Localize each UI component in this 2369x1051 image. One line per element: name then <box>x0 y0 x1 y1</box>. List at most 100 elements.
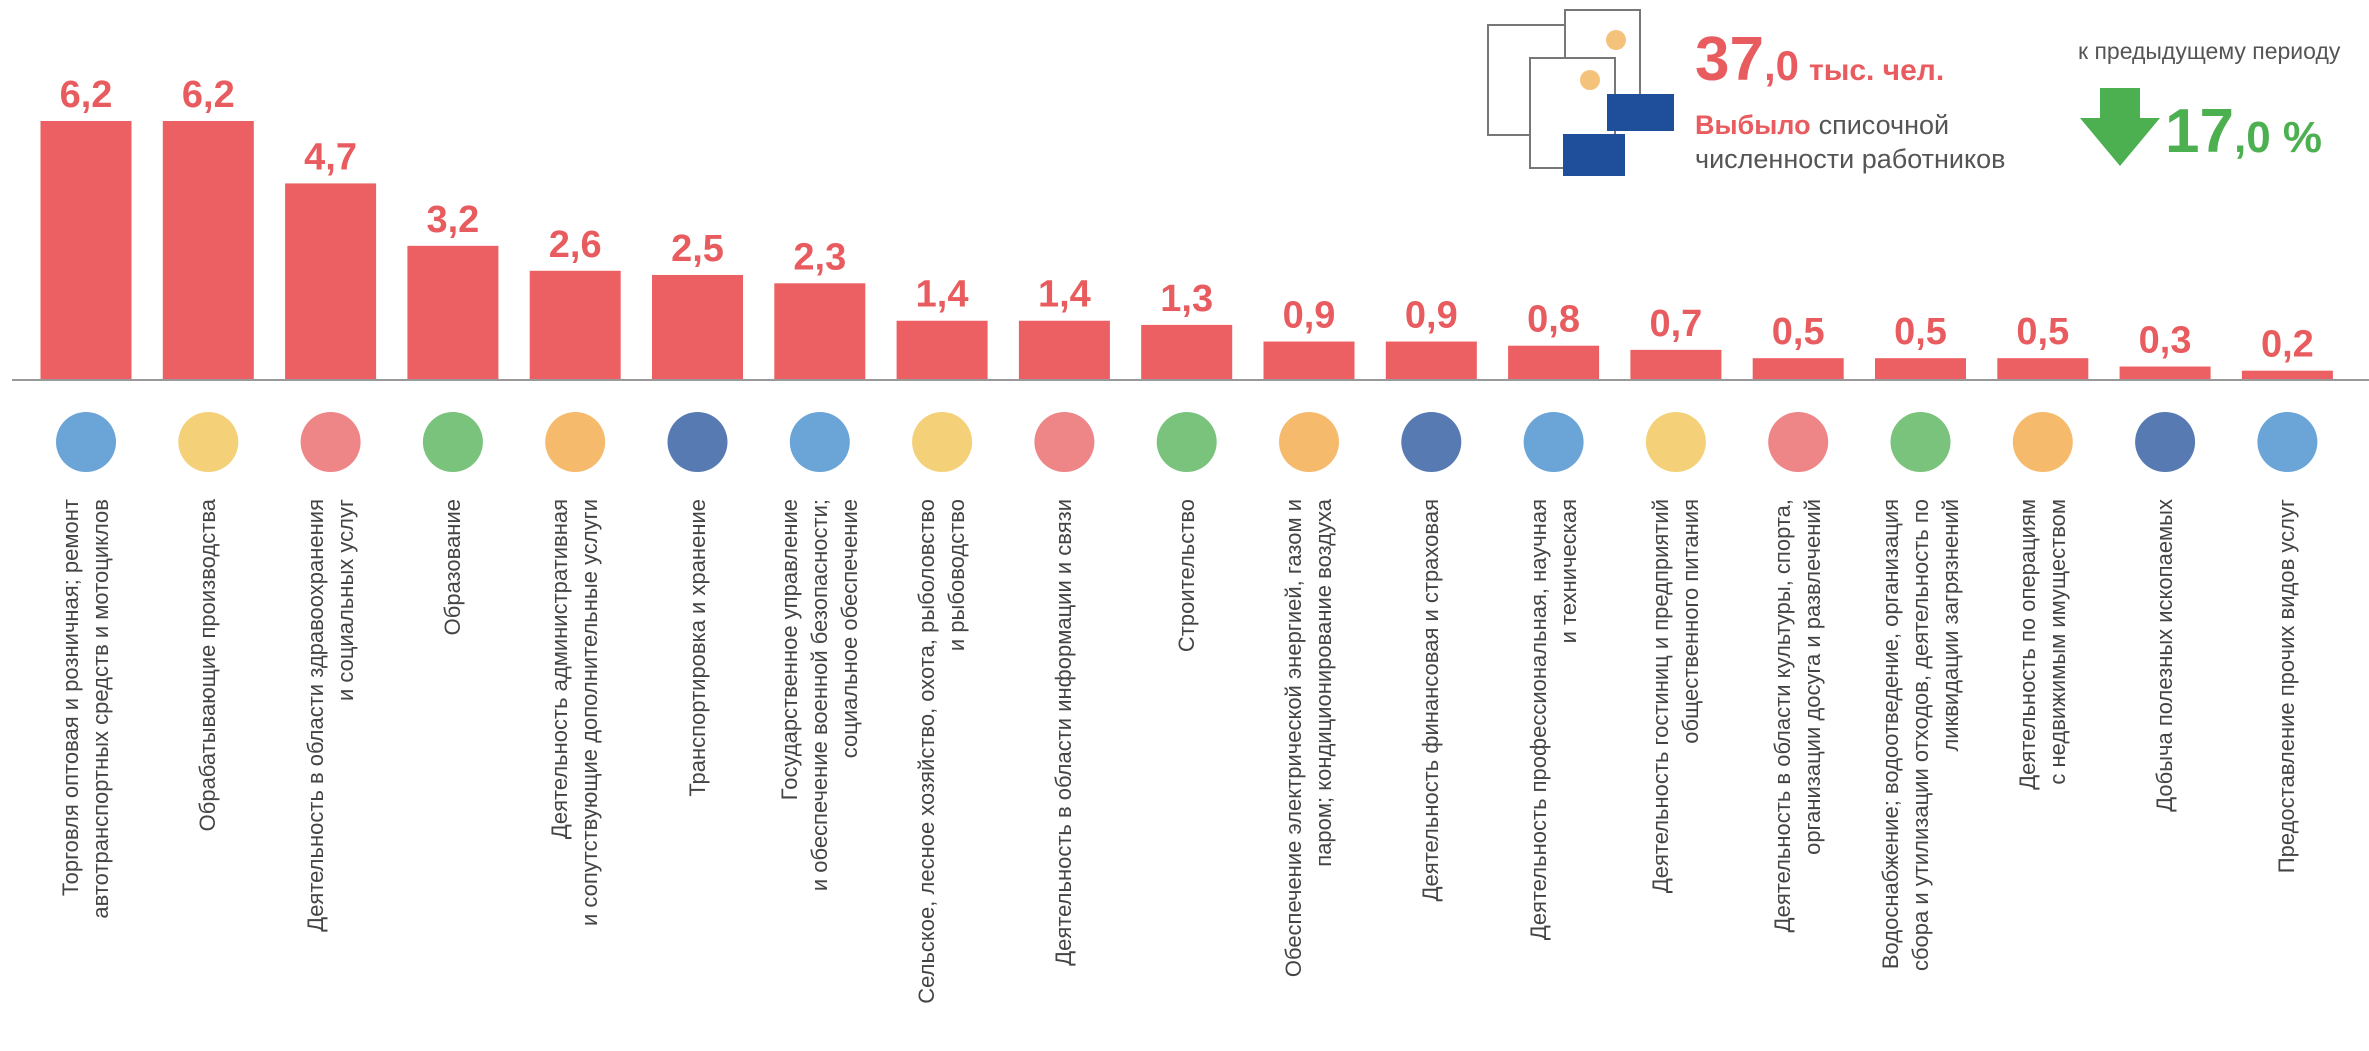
category-icon <box>2135 412 2195 472</box>
value-label: 4,7 <box>304 136 357 178</box>
bar <box>1386 342 1477 379</box>
caption-line1: списочной <box>1819 110 1950 140</box>
category-icon <box>1157 412 1217 472</box>
category-text: Деятельность административная и сопутств… <box>545 499 605 926</box>
total-dec: ,0 <box>1764 42 1799 89</box>
bar <box>2120 367 2211 379</box>
bar <box>1875 358 1966 379</box>
documents-icon <box>1488 10 1673 175</box>
category-text: Деятельность по операциям с недвижимым и… <box>2013 499 2073 790</box>
value-label: 0,5 <box>2016 311 2069 353</box>
category-label: Деятельность гостиниц и предприятий обще… <box>1621 499 1731 1051</box>
category-text: Деятельность в области культуры, спорта,… <box>1768 499 1828 932</box>
category-icon <box>1279 412 1339 472</box>
value-label: 0,9 <box>1283 295 1336 337</box>
bar <box>1753 358 1844 379</box>
bar <box>1630 350 1721 379</box>
category-text: Обеспечение электрической энергией, газо… <box>1279 499 1339 977</box>
bar <box>652 275 743 379</box>
category-text: Добыча полезных ископаемых <box>2150 499 2180 812</box>
category-text: Транспортировка и хранение <box>683 499 713 797</box>
bar <box>163 121 254 379</box>
change-dec: ,0 % <box>2234 113 2322 162</box>
category-icon <box>545 412 605 472</box>
category-label: Обеспечение электрической энергией, газо… <box>1254 499 1364 1051</box>
category-label: Государственное управление и обеспечение… <box>765 499 875 1051</box>
category-text: Деятельность финансовая и страховая <box>1416 499 1446 901</box>
category-label: Обрабатывающие производства <box>153 499 263 1051</box>
category-text: Предоставление прочих видов услуг <box>2272 499 2302 873</box>
category-icon <box>2013 412 2073 472</box>
value-label: 0,8 <box>1527 299 1580 341</box>
category-label: Деятельность по операциям с недвижимым и… <box>1988 499 2098 1051</box>
category-icon <box>178 412 238 472</box>
category-text: Деятельность профессиональная, научная и… <box>1524 499 1584 940</box>
category-label: Деятельность профессиональная, научная и… <box>1499 499 1609 1051</box>
page: 37,0тыс. чел. Выбылосписочной численност… <box>0 0 2369 1051</box>
category-text: Строительство <box>1172 499 1202 652</box>
category-label: Деятельность административная и сопутств… <box>520 499 630 1051</box>
value-label: 1,3 <box>1160 278 1213 320</box>
category-icon <box>1401 412 1461 472</box>
value-label: 0,3 <box>2139 320 2192 362</box>
category-icon <box>668 412 728 472</box>
bar <box>1141 325 1232 379</box>
category-label: Деятельность финансовая и страховая <box>1376 499 1486 1051</box>
category-icon <box>1524 412 1584 472</box>
bar <box>774 283 865 379</box>
bar <box>1264 342 1355 379</box>
category-label: Сельское, лесное хозяйство, охота, рыбол… <box>887 499 997 1051</box>
category-text: Водоснабжение; водоотведение, организаци… <box>1876 499 1966 971</box>
category-icon <box>1891 412 1951 472</box>
category-icon <box>301 412 361 472</box>
category-icon <box>2257 412 2317 472</box>
category-text: Деятельность в области здравоохранения и… <box>301 499 361 932</box>
caption: Выбыло списочной <box>1695 110 1949 140</box>
value-label: 3,2 <box>426 199 479 241</box>
value-label: 6,2 <box>182 74 235 116</box>
category-text: Обрабатывающие производства <box>193 499 223 831</box>
value-label: 1,4 <box>916 274 969 316</box>
category-label: Добыча полезных ископаемых <box>2110 499 2220 1051</box>
category-label: Строительство <box>1132 499 1242 1051</box>
category-label: Торговля оптовая и розничная; ремонт авт… <box>31 499 141 1051</box>
value-label: 0,2 <box>2261 324 2314 366</box>
total-unit: тыс. чел. <box>1809 54 1944 87</box>
value-label: 0,5 <box>1894 311 1947 353</box>
category-label: Водоснабжение; водоотведение, организаци… <box>1866 499 1976 1051</box>
change-caption: к предыдущему периоду <box>2078 38 2341 64</box>
category-icon <box>56 412 116 472</box>
change: 17,0 % <box>2165 97 2322 166</box>
value-label: 0,5 <box>1772 311 1825 353</box>
category-text: Образование <box>438 499 468 635</box>
category-text: Сельское, лесное хозяйство, охота, рыбол… <box>912 499 972 1004</box>
bar <box>41 121 132 379</box>
caption-accent: Выбыло <box>1695 110 1811 140</box>
category-label: Деятельность в области информации и связ… <box>1009 499 1119 1051</box>
value-label: 2,6 <box>549 224 602 266</box>
bar <box>1508 346 1599 379</box>
category-text: Деятельность гостиниц и предприятий обще… <box>1646 499 1706 893</box>
value-label: 0,7 <box>1649 303 1702 345</box>
category-label: Деятельность в области культуры, спорта,… <box>1743 499 1853 1051</box>
value-label: 2,3 <box>793 236 846 278</box>
value-label: 6,2 <box>60 74 113 116</box>
category-label: Предоставление прочих видов услуг <box>2232 499 2342 1051</box>
caption-line2: численности работников <box>1695 144 2005 174</box>
category-text: Деятельность в области информации и связ… <box>1049 499 1079 966</box>
down-arrow <box>2080 88 2160 166</box>
category-text: Государственное управление и обеспечение… <box>775 499 865 891</box>
value-label: 2,5 <box>671 228 724 270</box>
bar <box>1997 358 2088 379</box>
bar <box>285 183 376 379</box>
category-text: Торговля оптовая и розничная; ремонт авт… <box>56 499 116 919</box>
bar <box>1019 321 1110 379</box>
category-icon <box>912 412 972 472</box>
category-icon <box>790 412 850 472</box>
bar <box>530 271 621 379</box>
category-label: Транспортировка и хранение <box>643 499 753 1051</box>
bar <box>407 246 498 379</box>
category-label: Образование <box>398 499 508 1051</box>
value-label: 1,4 <box>1038 274 1091 316</box>
bar <box>897 321 988 379</box>
